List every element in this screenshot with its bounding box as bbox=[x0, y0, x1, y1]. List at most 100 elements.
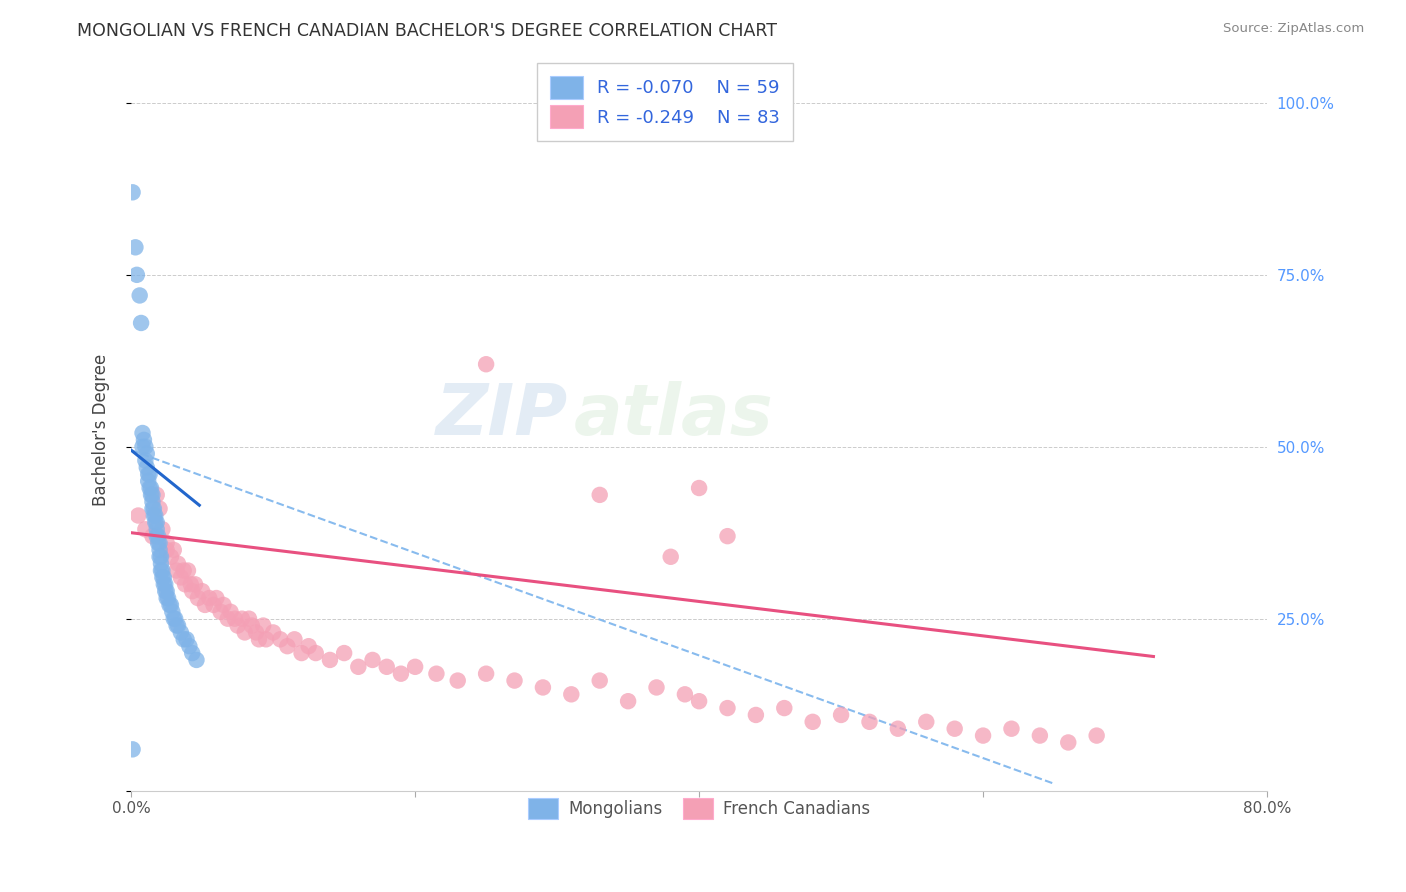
Point bbox=[179, 639, 201, 653]
Point bbox=[290, 646, 312, 660]
Point bbox=[688, 694, 710, 708]
Point bbox=[146, 529, 169, 543]
Text: atlas: atlas bbox=[574, 381, 773, 450]
Point bbox=[163, 612, 186, 626]
Point bbox=[1085, 729, 1108, 743]
Point bbox=[148, 501, 170, 516]
Point bbox=[645, 681, 668, 695]
Point bbox=[141, 529, 163, 543]
Point bbox=[305, 646, 328, 660]
Point bbox=[503, 673, 526, 688]
Point bbox=[209, 605, 232, 619]
Point bbox=[475, 357, 498, 371]
Point bbox=[152, 564, 174, 578]
Point bbox=[319, 653, 342, 667]
Point bbox=[156, 591, 179, 605]
Point bbox=[194, 598, 217, 612]
Point bbox=[146, 536, 169, 550]
Point bbox=[240, 618, 263, 632]
Point bbox=[139, 481, 162, 495]
Point bbox=[167, 557, 190, 571]
Point bbox=[226, 618, 249, 632]
Text: MONGOLIAN VS FRENCH CANADIAN BACHELOR'S DEGREE CORRELATION CHART: MONGOLIAN VS FRENCH CANADIAN BACHELOR'S … bbox=[77, 22, 778, 40]
Point bbox=[887, 722, 910, 736]
Point bbox=[159, 598, 181, 612]
Point bbox=[135, 447, 157, 461]
Point bbox=[139, 488, 162, 502]
Point bbox=[134, 453, 156, 467]
Point bbox=[145, 516, 167, 530]
Point bbox=[224, 612, 246, 626]
Point bbox=[163, 542, 186, 557]
Point bbox=[245, 625, 267, 640]
Point bbox=[858, 714, 880, 729]
Point bbox=[187, 591, 209, 605]
Point bbox=[531, 681, 554, 695]
Point bbox=[141, 488, 163, 502]
Point bbox=[134, 522, 156, 536]
Point bbox=[156, 584, 179, 599]
Point bbox=[174, 577, 197, 591]
Point bbox=[149, 557, 172, 571]
Point bbox=[152, 570, 174, 584]
Point bbox=[166, 564, 188, 578]
Point bbox=[943, 722, 966, 736]
Point bbox=[136, 467, 159, 482]
Point bbox=[149, 564, 172, 578]
Point bbox=[333, 646, 356, 660]
Point bbox=[688, 481, 710, 495]
Point bbox=[191, 584, 214, 599]
Point bbox=[156, 536, 179, 550]
Point bbox=[298, 639, 321, 653]
Point bbox=[131, 440, 153, 454]
Point bbox=[447, 673, 470, 688]
Point bbox=[142, 501, 165, 516]
Point bbox=[716, 701, 738, 715]
Point bbox=[375, 660, 398, 674]
Point bbox=[121, 742, 143, 756]
Point bbox=[160, 598, 183, 612]
Point bbox=[425, 666, 447, 681]
Point bbox=[915, 714, 938, 729]
Point bbox=[157, 591, 180, 605]
Point bbox=[238, 612, 260, 626]
Point bbox=[361, 653, 384, 667]
Point bbox=[801, 714, 824, 729]
Point bbox=[1000, 722, 1022, 736]
Point bbox=[138, 481, 160, 495]
Point bbox=[830, 708, 852, 723]
Point bbox=[254, 632, 277, 647]
Point bbox=[125, 268, 148, 282]
Point bbox=[276, 639, 298, 653]
Point bbox=[170, 570, 193, 584]
Point bbox=[153, 577, 176, 591]
Point bbox=[152, 522, 174, 536]
Point bbox=[148, 542, 170, 557]
Point bbox=[231, 612, 253, 626]
Point bbox=[247, 632, 270, 647]
Point bbox=[141, 501, 163, 516]
Point bbox=[589, 488, 612, 502]
Point bbox=[404, 660, 426, 674]
Point bbox=[177, 564, 200, 578]
Point bbox=[142, 508, 165, 523]
Point bbox=[145, 522, 167, 536]
Point bbox=[141, 495, 163, 509]
Point bbox=[173, 632, 195, 647]
Point bbox=[972, 729, 994, 743]
Legend: Mongolians, French Canadians: Mongolians, French Canadians bbox=[522, 791, 876, 826]
Point bbox=[773, 701, 796, 715]
Point bbox=[143, 508, 166, 523]
Point bbox=[1057, 735, 1080, 749]
Point bbox=[134, 440, 156, 454]
Point bbox=[673, 687, 696, 701]
Text: ZIP: ZIP bbox=[436, 381, 568, 450]
Point bbox=[121, 186, 143, 200]
Point bbox=[1029, 729, 1052, 743]
Point bbox=[128, 288, 150, 302]
Point bbox=[617, 694, 640, 708]
Point bbox=[132, 433, 155, 447]
Point bbox=[659, 549, 682, 564]
Point bbox=[716, 529, 738, 543]
Point bbox=[135, 460, 157, 475]
